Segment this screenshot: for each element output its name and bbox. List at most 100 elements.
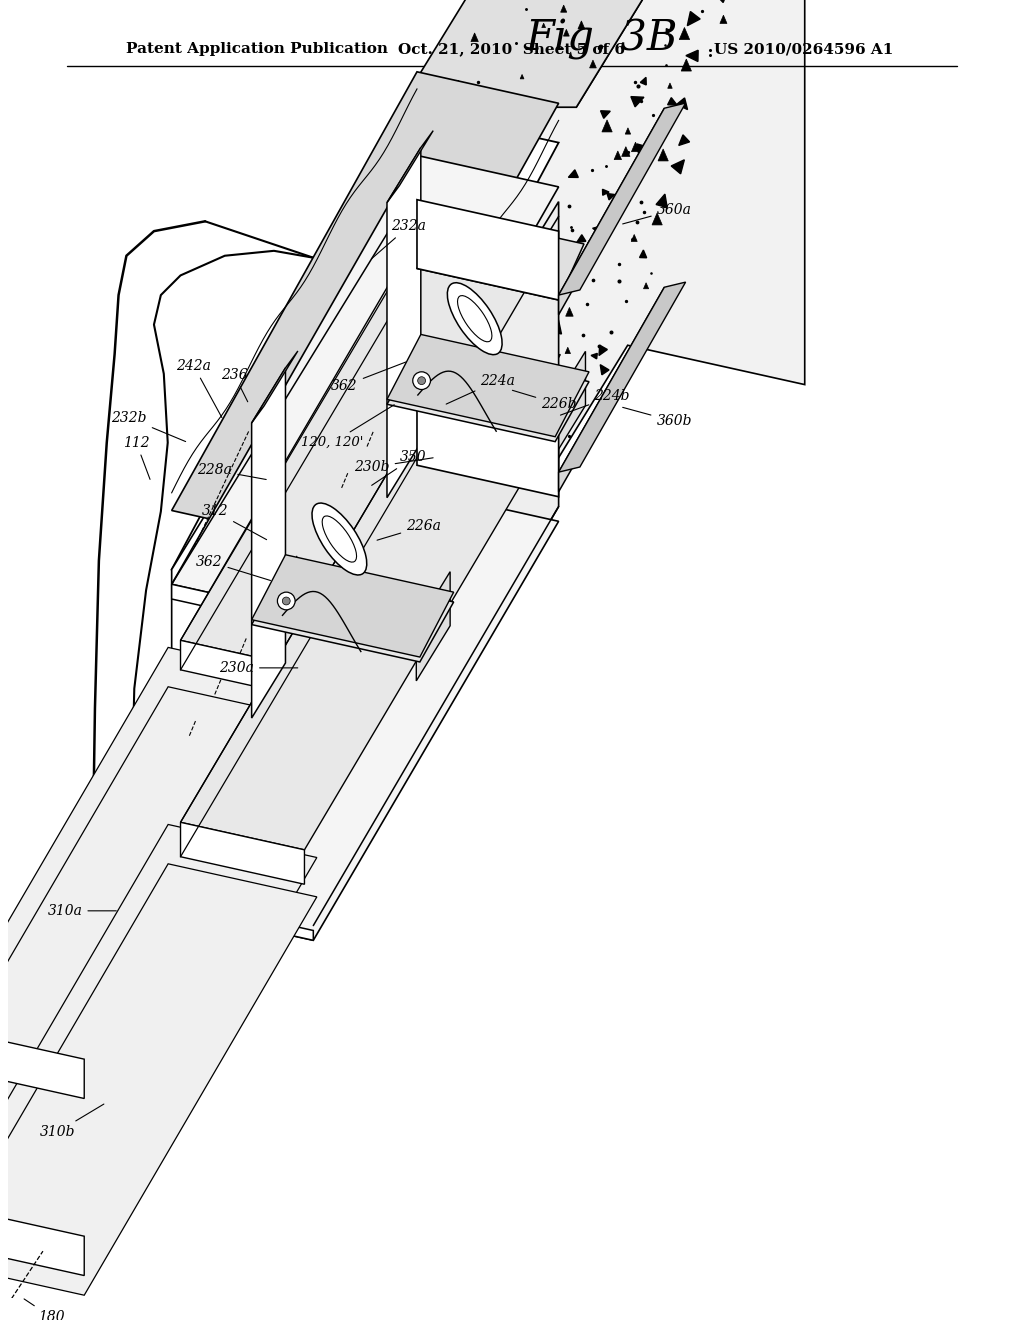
Text: 310b: 310b bbox=[39, 1104, 103, 1139]
Polygon shape bbox=[519, 347, 524, 352]
Polygon shape bbox=[602, 189, 609, 195]
Polygon shape bbox=[546, 379, 557, 391]
Polygon shape bbox=[387, 334, 589, 437]
Ellipse shape bbox=[312, 503, 367, 576]
Polygon shape bbox=[720, 16, 727, 24]
Polygon shape bbox=[172, 111, 559, 601]
Polygon shape bbox=[559, 282, 686, 473]
Text: 360b: 360b bbox=[623, 408, 692, 429]
Text: 362: 362 bbox=[196, 554, 270, 581]
Text: Patent Application Publication: Patent Application Publication bbox=[126, 42, 388, 57]
Text: 228a: 228a bbox=[198, 463, 266, 479]
Polygon shape bbox=[502, 521, 508, 528]
Text: Fig. 3B: Fig. 3B bbox=[525, 18, 678, 61]
Polygon shape bbox=[172, 585, 313, 631]
Polygon shape bbox=[387, 345, 589, 442]
Polygon shape bbox=[599, 346, 607, 355]
Polygon shape bbox=[626, 128, 631, 135]
Polygon shape bbox=[656, 194, 668, 207]
Polygon shape bbox=[607, 194, 614, 199]
Polygon shape bbox=[494, 454, 505, 469]
Polygon shape bbox=[546, 397, 558, 411]
Polygon shape bbox=[252, 554, 454, 657]
Polygon shape bbox=[565, 308, 573, 317]
Polygon shape bbox=[417, 199, 559, 300]
Polygon shape bbox=[637, 144, 647, 153]
Polygon shape bbox=[456, 615, 462, 624]
Polygon shape bbox=[559, 108, 665, 314]
Polygon shape bbox=[679, 135, 689, 145]
Polygon shape bbox=[417, 396, 559, 496]
Polygon shape bbox=[542, 24, 546, 28]
Polygon shape bbox=[172, 170, 417, 894]
Polygon shape bbox=[563, 29, 569, 36]
Text: 362: 362 bbox=[332, 362, 406, 392]
Polygon shape bbox=[503, 440, 516, 453]
Text: 226b: 226b bbox=[512, 391, 577, 412]
Polygon shape bbox=[640, 249, 646, 257]
Polygon shape bbox=[417, 572, 451, 681]
Polygon shape bbox=[677, 98, 687, 110]
Polygon shape bbox=[667, 29, 671, 34]
Polygon shape bbox=[180, 222, 550, 668]
Polygon shape bbox=[568, 170, 579, 177]
Polygon shape bbox=[681, 59, 691, 71]
Polygon shape bbox=[498, 469, 506, 475]
Polygon shape bbox=[517, 364, 522, 370]
Polygon shape bbox=[399, 0, 805, 717]
Polygon shape bbox=[516, 347, 527, 358]
Polygon shape bbox=[473, 543, 484, 557]
Text: 360a: 360a bbox=[623, 203, 691, 224]
Text: 112: 112 bbox=[123, 436, 151, 479]
Circle shape bbox=[278, 593, 295, 610]
Polygon shape bbox=[534, 355, 542, 362]
Polygon shape bbox=[590, 61, 596, 67]
Polygon shape bbox=[632, 143, 640, 152]
Polygon shape bbox=[399, 0, 805, 107]
Polygon shape bbox=[565, 347, 570, 354]
Text: 230b: 230b bbox=[354, 458, 433, 474]
Polygon shape bbox=[252, 565, 454, 661]
Polygon shape bbox=[593, 224, 605, 236]
Polygon shape bbox=[552, 351, 586, 461]
Polygon shape bbox=[578, 21, 585, 29]
Polygon shape bbox=[560, 275, 569, 285]
Polygon shape bbox=[172, 156, 559, 615]
Polygon shape bbox=[503, 539, 511, 545]
Circle shape bbox=[283, 597, 290, 605]
Text: 232b: 232b bbox=[112, 411, 185, 442]
Text: 350: 350 bbox=[372, 450, 427, 486]
Polygon shape bbox=[495, 417, 504, 428]
Polygon shape bbox=[0, 1026, 84, 1098]
Polygon shape bbox=[0, 863, 316, 1295]
Polygon shape bbox=[586, 240, 592, 247]
Polygon shape bbox=[313, 202, 559, 925]
Polygon shape bbox=[631, 96, 644, 107]
Polygon shape bbox=[600, 111, 610, 119]
Text: 180: 180 bbox=[25, 1299, 65, 1320]
Polygon shape bbox=[671, 160, 684, 174]
Polygon shape bbox=[566, 374, 573, 381]
Polygon shape bbox=[594, 242, 599, 247]
Polygon shape bbox=[0, 647, 316, 1078]
Polygon shape bbox=[668, 98, 677, 106]
Polygon shape bbox=[559, 288, 665, 492]
Polygon shape bbox=[180, 822, 304, 884]
Polygon shape bbox=[516, 425, 523, 432]
Polygon shape bbox=[668, 83, 672, 88]
Ellipse shape bbox=[447, 282, 502, 355]
Polygon shape bbox=[614, 150, 622, 160]
Polygon shape bbox=[717, 0, 726, 3]
Text: US 2010/0264596 A1: US 2010/0264596 A1 bbox=[715, 42, 894, 57]
Polygon shape bbox=[686, 50, 698, 62]
Polygon shape bbox=[600, 364, 609, 375]
Polygon shape bbox=[640, 78, 646, 84]
Text: 312: 312 bbox=[202, 504, 266, 540]
Polygon shape bbox=[547, 355, 560, 367]
Text: 224a: 224a bbox=[446, 374, 515, 404]
Polygon shape bbox=[658, 149, 669, 161]
Polygon shape bbox=[622, 147, 630, 156]
Polygon shape bbox=[521, 442, 527, 450]
Polygon shape bbox=[252, 351, 298, 422]
Polygon shape bbox=[591, 354, 597, 359]
